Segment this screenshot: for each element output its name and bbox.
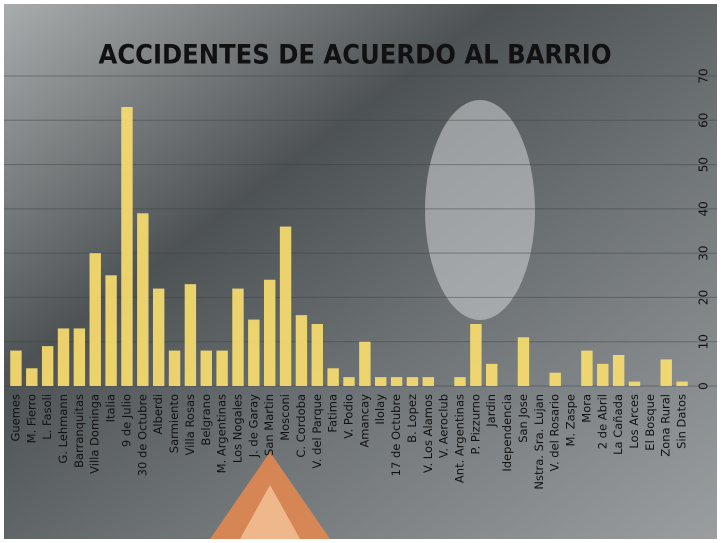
x-tick-label: C. Cordoba (294, 394, 308, 458)
y-tick-label: 20 (697, 290, 711, 305)
y-tick-label: 70 (697, 68, 711, 83)
bar (581, 350, 593, 386)
x-tick-label: San Jose (516, 394, 530, 443)
x-tick-label: San Martin (262, 394, 276, 456)
x-tick-label: Los Arces (627, 394, 641, 449)
background (4, 4, 717, 539)
x-tick-label: G. Lehmann (56, 394, 70, 464)
bar (10, 350, 22, 386)
bar (137, 213, 149, 386)
x-tick-label: V. Podio (342, 394, 356, 439)
x-tick-label: V. Aeroclub (437, 394, 451, 458)
bar (597, 363, 609, 386)
bar (676, 381, 688, 386)
x-tick-label: Fatima (326, 394, 340, 433)
x-tick-label: Guemes (8, 394, 22, 442)
x-tick-label: Sin Datos (675, 394, 689, 449)
x-tick-label: Los Nogales (230, 394, 244, 463)
x-tick-label: M. Fierro (24, 394, 38, 443)
bar (57, 328, 70, 386)
bar (279, 226, 292, 386)
y-tick-label: 10 (697, 334, 711, 349)
bar (327, 368, 339, 386)
bar (232, 288, 244, 386)
y-tick-label: 0 (697, 382, 711, 390)
bar (390, 377, 403, 386)
bar (660, 359, 672, 386)
x-tick-label: Jardin (484, 394, 498, 428)
bar (89, 253, 101, 386)
x-tick-label: Nstra. Sra. Lujan (532, 394, 546, 490)
bar (121, 107, 133, 386)
x-tick-label: V. del Parque (310, 394, 324, 469)
x-tick-label: J. de Garay (246, 394, 260, 458)
bar (26, 368, 38, 386)
bar (263, 279, 276, 386)
x-tick-label: Barranquitas (72, 394, 86, 468)
bar (343, 377, 355, 386)
bar (406, 377, 419, 386)
x-tick-label: 30 de Octubre (135, 394, 149, 476)
bar (152, 288, 165, 386)
x-tick-label: V. del Rosario (548, 394, 562, 471)
x-tick-label: Villa Rosas (183, 394, 197, 455)
bar (73, 328, 86, 386)
x-tick-label: 2 de Abril (595, 394, 609, 449)
bar (486, 363, 498, 386)
x-tick-label: Idependencia (500, 394, 514, 472)
chart-title: ACCIDENTES DE ACUERDO AL BARRIO (99, 40, 612, 71)
x-tick-label: M. Zaspe (564, 394, 578, 447)
x-tick-label: Alberdi (151, 394, 165, 434)
bar (422, 377, 435, 386)
warning-triangle-inner (240, 485, 300, 539)
x-tick-label: 9 de Julio (119, 394, 133, 447)
bar (200, 350, 212, 386)
bar (105, 275, 117, 386)
x-tick-label: V. Los Alamos (421, 394, 435, 473)
bar (41, 346, 54, 386)
bar (628, 381, 641, 386)
y-tick-label: 50 (697, 157, 711, 172)
x-tick-label: M. Argentinas (215, 394, 229, 473)
bar (184, 284, 197, 386)
y-tick-label: 30 (697, 246, 711, 261)
x-tick-label: L. Fasoli (40, 394, 54, 440)
x-tick-label: Amancay (357, 394, 371, 448)
y-tick-label: 60 (697, 113, 711, 128)
x-tick-label: La Cañada (611, 394, 625, 455)
bar (168, 350, 181, 386)
bar (295, 315, 308, 386)
bar (612, 355, 625, 386)
background-shape (425, 100, 535, 320)
x-tick-label: Ilolay (373, 394, 387, 425)
x-tick-label: Belgrano (199, 394, 213, 446)
bar (470, 324, 482, 386)
bar (375, 377, 387, 386)
x-tick-label: 17 de Octubre (389, 394, 403, 476)
x-tick-label: Villa Dominga (88, 394, 102, 474)
bar (359, 341, 371, 386)
bar (311, 324, 323, 386)
x-tick-label: Mora (579, 394, 593, 423)
bar (517, 337, 530, 386)
x-tick-label: Mosconi (278, 394, 292, 441)
y-tick-label: 40 (697, 201, 711, 216)
bar (549, 372, 561, 386)
bar (216, 350, 228, 386)
x-tick-label: P. Pizzurno (468, 394, 482, 455)
x-tick-label: El Bosque (643, 394, 657, 451)
x-tick-label: Sarmiento (167, 394, 181, 453)
x-tick-label: Ant. Argentinas (453, 394, 467, 483)
x-tick-label: Italia (104, 394, 118, 422)
x-tick-label: Zona Rural (659, 394, 673, 457)
x-tick-label: B. Lopez (405, 394, 419, 443)
bar (248, 319, 260, 386)
bar (454, 377, 466, 386)
